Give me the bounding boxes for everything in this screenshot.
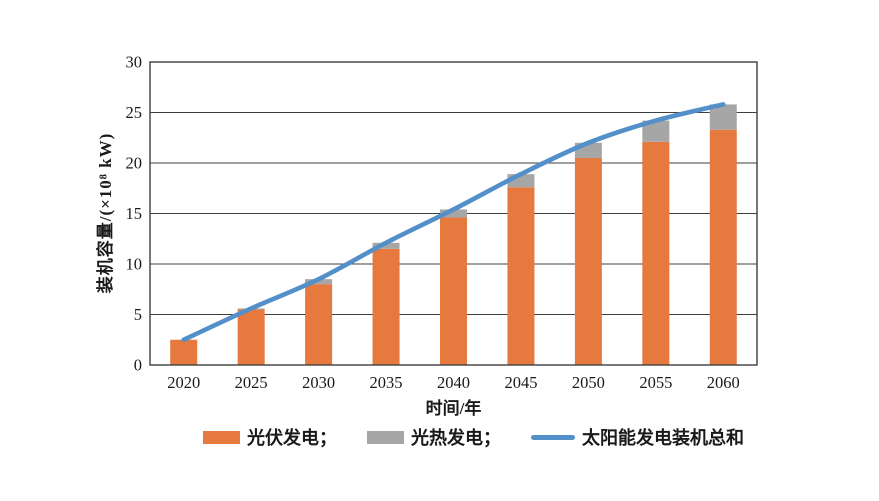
y-tick-10: 10 [126, 255, 143, 274]
total-line-swatch-icon [531, 434, 575, 440]
x-tick-2030: 2030 [302, 373, 335, 392]
y-tick-0: 0 [134, 356, 142, 375]
bar-pv-2050 [574, 157, 602, 365]
bar-csp-2035 [372, 242, 400, 249]
bar-pv-2055 [642, 141, 670, 365]
legend-label-total: 太阳能发电装机总和 [582, 428, 744, 448]
total-line [181, 102, 726, 343]
y-tick-25: 25 [126, 103, 143, 122]
x-tick-2050: 2050 [572, 373, 605, 392]
legend-label-pv: 光伏发电； [247, 428, 337, 448]
csp-bar-swatch-icon [367, 430, 404, 444]
y-tick-30: 30 [126, 53, 143, 72]
bars-pv [170, 129, 737, 365]
plot-border [149, 61, 758, 366]
chart-legend: 光伏发电； 光热发电； 太阳能发电装机总和 [160, 424, 787, 450]
x-tick-2020: 2020 [167, 373, 200, 392]
x-tick-2035: 2035 [370, 373, 403, 392]
legend-item-pv: 光伏发电； [203, 424, 337, 450]
x-axis-tick-labels: 2020 2025 2030 2035 2040 2045 2050 2055 2060 [167, 373, 740, 392]
x-tick-2045: 2045 [504, 373, 537, 392]
legend-item-csp: 光热发电； [367, 424, 501, 450]
y-axis-tick-labels: 0 5 10 15 20 25 30 [126, 53, 143, 375]
y-axis-title: 装机容量/(×10⁸ kW) [96, 132, 115, 294]
y-tick-15: 15 [126, 204, 143, 223]
bar-pv-2060 [709, 129, 737, 365]
x-tick-2025: 2025 [235, 373, 268, 392]
x-tick-2060: 2060 [707, 373, 740, 392]
bar-csp-2055 [642, 120, 670, 142]
bar-pv-2030 [305, 284, 333, 365]
bar-pv-2020 [170, 339, 198, 365]
x-axis-title: 时间/年 [425, 399, 482, 418]
bar-pv-2040 [440, 217, 467, 365]
bar-pv-2045 [507, 187, 535, 365]
y-tick-5: 5 [134, 305, 142, 324]
x-tick-2055: 2055 [639, 373, 672, 392]
x-tick-2040: 2040 [437, 373, 470, 392]
bar-pv-2035 [372, 248, 400, 365]
legend-item-total: 太阳能发电装机总和 [531, 424, 744, 450]
y-tick-20: 20 [126, 154, 143, 173]
bar-pv-2025 [237, 309, 265, 365]
pv-bar-swatch-icon [203, 430, 240, 444]
legend-label-csp: 光热发电； [411, 428, 501, 448]
bar-csp-2040 [440, 209, 467, 218]
